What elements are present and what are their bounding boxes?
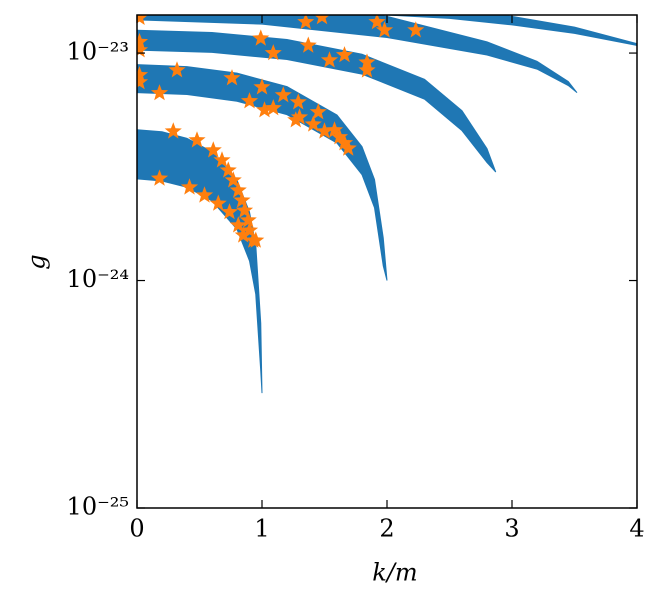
x-tick-label: 4	[629, 515, 644, 543]
x-axis-label: k/m	[372, 559, 417, 587]
plot-area	[137, 15, 637, 394]
star-point	[213, 151, 231, 168]
star-point	[164, 122, 182, 139]
star-point	[137, 32, 149, 50]
star-point	[223, 69, 241, 86]
star-point	[330, 128, 349, 145]
star-point	[335, 46, 354, 63]
star-point	[358, 61, 376, 78]
y-tick-label: 10⁻²³	[67, 38, 129, 66]
star-point	[224, 171, 242, 188]
star-point	[247, 231, 265, 248]
scatter-band	[137, 64, 388, 281]
star-point	[240, 221, 259, 238]
scatter-band	[137, 29, 497, 173]
star-point	[339, 139, 357, 156]
star-point	[209, 194, 227, 211]
star-point	[290, 108, 309, 125]
star-point	[137, 15, 148, 25]
star-point	[219, 161, 237, 178]
star-point	[233, 191, 251, 208]
star-point	[229, 216, 247, 233]
star-point	[234, 226, 252, 243]
star-point	[368, 15, 386, 30]
star-point	[252, 29, 270, 46]
y-tick-label: 10⁻²⁵	[67, 493, 129, 521]
star-point	[320, 51, 339, 68]
star-point	[150, 169, 169, 186]
star-point	[274, 86, 292, 103]
star-point	[239, 211, 257, 228]
star-point	[253, 78, 271, 95]
star-point	[304, 115, 322, 132]
star-point	[407, 21, 425, 38]
star-point	[264, 44, 282, 61]
star-point	[314, 15, 330, 25]
star-point	[335, 134, 354, 151]
star-point	[195, 186, 214, 203]
star-point	[204, 141, 222, 158]
x-tick-label: 2	[379, 515, 394, 543]
star-point	[188, 131, 206, 148]
star-point	[289, 93, 307, 110]
star-point	[299, 36, 317, 53]
x-tick-label: 0	[129, 515, 144, 543]
star-point	[255, 101, 274, 118]
scatter-band	[137, 129, 263, 394]
star-point	[240, 92, 259, 109]
star-point	[264, 99, 282, 116]
star-point	[220, 203, 239, 220]
star-point	[137, 73, 149, 90]
star-point	[309, 103, 327, 120]
star-point	[150, 84, 169, 101]
star-point	[235, 201, 254, 218]
x-tick-label: 1	[254, 515, 269, 543]
star-point	[297, 15, 315, 30]
star-point	[168, 61, 186, 78]
scatter-band	[137, 15, 578, 94]
star-point	[229, 181, 247, 198]
y-axis-label: g	[23, 254, 51, 269]
star-point	[375, 21, 394, 38]
y-tick-label: 10⁻²⁴	[67, 265, 129, 293]
x-tick-label: 3	[504, 515, 519, 543]
star-point	[287, 111, 305, 128]
star-point	[315, 122, 334, 139]
star-point	[180, 178, 199, 195]
star-point	[325, 121, 344, 138]
